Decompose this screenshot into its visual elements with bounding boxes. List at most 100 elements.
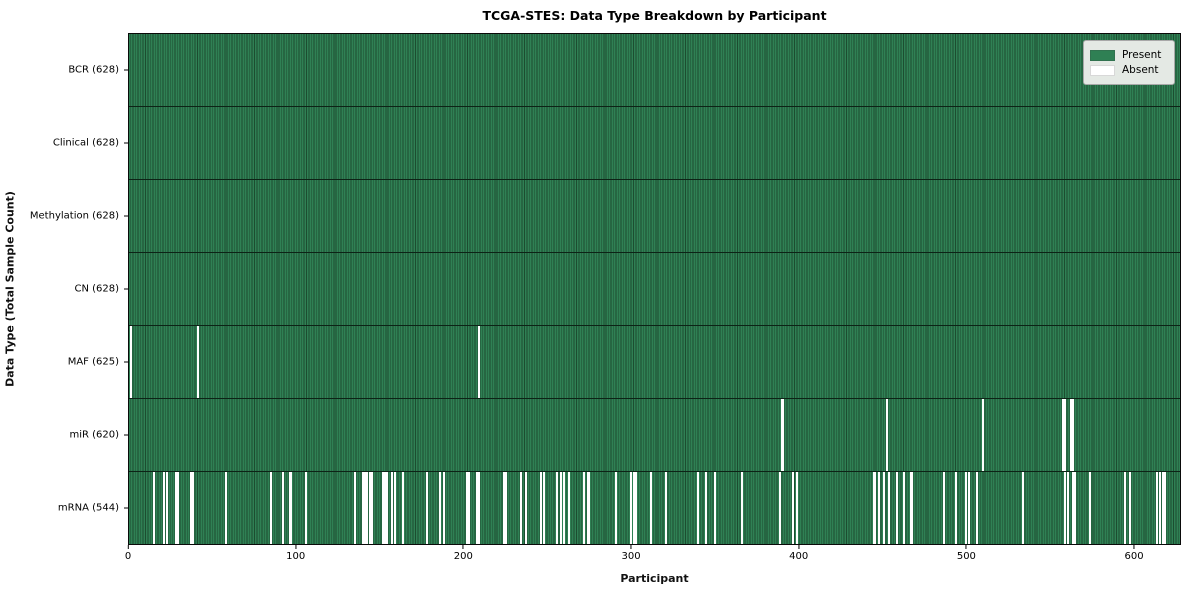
heat-row-Methylation [129,180,1180,253]
y-tick-mark [124,361,128,363]
absent-stripe [583,472,586,544]
absent-stripe [476,472,479,544]
x-tick-label: 400 [789,551,809,562]
x-tick-300: 300 [621,545,641,562]
x-tick-mark [462,545,464,549]
y-tick-label: mRNA (544) [57,502,119,514]
absent-stripe [886,399,889,471]
absent-stripe [1063,399,1066,471]
x-tick-mark [295,545,297,549]
x-tick-mark [630,545,632,549]
absent-stripe [370,472,373,544]
x-tick-label: 300 [621,551,641,562]
absent-stripe [954,472,957,544]
absent-stripe [779,472,782,544]
absent-stripe [368,472,371,544]
absent-stripe [635,472,638,544]
absent-stripe [713,472,716,544]
absent-stripe [382,472,385,544]
absent-stripe [174,472,177,544]
absent-stripe [911,472,914,544]
y-tick-mark [124,507,128,509]
absent-stripe [363,472,366,544]
absent-stripe [477,326,480,398]
absent-stripe [697,472,699,544]
absent-stripe [502,472,505,544]
y-tick-mark [124,215,128,217]
absent-stripe [1070,399,1073,471]
absent-stripe [780,399,783,471]
absent-stripe [782,399,785,471]
absent-stripe [633,472,636,544]
absent-stripe [1066,472,1069,544]
absent-stripe [153,472,156,544]
y-tick-mark [124,142,128,144]
y-tick-mark [124,434,128,436]
absent-stripe [439,472,442,544]
absent-stripe [176,472,179,544]
y-tick-label: Clinical (628) [52,137,119,149]
absent-stripe [1071,472,1074,544]
absent-stripe [191,472,194,544]
legend-item-absent: Absent [1090,64,1166,76]
absent-stripe [1155,472,1158,544]
absent-stripe [665,472,668,544]
legend: Present Absent [1083,40,1175,85]
absent-stripe [196,326,199,398]
absent-stripe [1162,472,1165,544]
absent-stripe [1063,472,1066,544]
y-tick-mRNA: mRNA (544) [58,503,128,514]
absent-stripe [877,472,880,544]
absent-stripe [129,326,132,398]
y-tick-mark [124,69,128,71]
absent-stripe [385,472,388,544]
absent-stripe [519,472,522,544]
absent-stripe [887,472,890,544]
heat-row-miR [129,399,1180,472]
absent-stripe [563,472,566,544]
absent-stripe [976,472,979,544]
absent-stripe [1088,472,1091,544]
absent-stripe [874,472,877,544]
absent-stripe [288,472,291,544]
absent-stripe [1123,472,1126,544]
absent-stripe [882,472,885,544]
absent-stripe [365,472,368,544]
absent-stripe [705,472,708,544]
x-axis-label: Participant [620,572,689,585]
absent-stripe [390,472,393,544]
absent-stripe [1061,399,1064,471]
absent-stripe [353,472,356,544]
x-tick-mark [1133,545,1135,549]
x-tick-label: 200 [453,551,473,562]
x-tick-mark [965,545,967,549]
absent-stripe [466,472,469,544]
absent-stripe [795,472,798,544]
heat-row-Clinical [129,107,1180,180]
absent-stripe [964,472,967,544]
y-tick-BCR: BCR (628) [68,64,128,75]
absent-stripe [305,472,308,544]
x-tick-label: 600 [1124,551,1144,562]
y-tick-MAF: MAF (625) [68,357,128,368]
chart-title: TCGA-STES: Data Type Breakdown by Partic… [482,8,827,23]
absent-stripe [556,472,559,544]
absent-stripe [740,472,743,544]
absent-stripe [615,472,617,544]
x-tick-400: 400 [789,545,808,562]
legend-swatch-present [1090,49,1115,61]
absent-stripe [1163,472,1166,544]
absent-stripe [394,472,397,544]
absent-stripe [163,472,166,544]
x-tick-600: 600 [1125,545,1144,562]
absent-stripe [189,472,192,544]
absent-stripe [650,472,653,544]
x-tick-mark [127,545,129,549]
x-tick-100: 100 [286,545,305,562]
heat-row-CN [129,253,1180,326]
absent-stripe [524,472,527,544]
x-tick-label: 500 [956,551,976,562]
y-tick-label: CN (628) [74,283,119,295]
absent-stripe [477,472,480,544]
y-tick-label: Methylation (628) [29,210,119,222]
